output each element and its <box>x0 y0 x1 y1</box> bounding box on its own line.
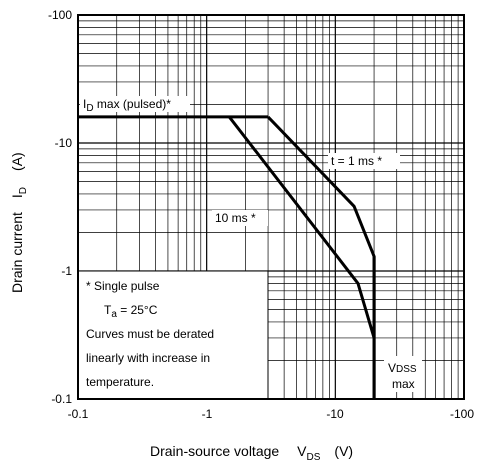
y-tick-label: -1 <box>61 264 72 278</box>
note-line-2: linearly with increase in <box>86 351 210 365</box>
x-tick-label: -10 <box>326 407 344 421</box>
vdss-label: VDSS <box>388 361 417 375</box>
t1ms-label: t = 1 ms * <box>331 154 382 168</box>
y-tick-labels: -100 -10 -1 -0.1 <box>48 8 72 406</box>
note-ta: Ta = 25°C <box>104 303 158 320</box>
t10ms-label: 10 ms * <box>215 211 256 225</box>
id-max-label: ID max (pulsed)* <box>83 97 171 114</box>
plot-frame <box>77 14 465 400</box>
notes-box <box>77 270 269 400</box>
id-max-label-group: ID max (pulsed)* <box>80 96 190 114</box>
y-tick-label: -0.1 <box>51 392 72 406</box>
x-axis-title: Drain-source voltage VDS (V) <box>150 443 353 463</box>
note-line-3: temperature. <box>86 375 154 389</box>
t10ms-label-group: 10 ms * <box>212 210 268 226</box>
t1ms-label-group: t = 1 ms * <box>328 153 400 169</box>
vdss-max-label: max <box>392 377 415 391</box>
x-tick-label: -100 <box>450 407 474 421</box>
series-group <box>78 115 376 399</box>
y-tick-label: -100 <box>48 8 72 22</box>
note-single-pulse: * Single pulse <box>86 279 160 293</box>
y-axis-title: Drain currentID(A) <box>9 152 29 293</box>
notes: * Single pulse Ta = 25°C Curves must be … <box>86 279 214 389</box>
log-grid <box>78 15 464 399</box>
x-tick-label: -1 <box>202 407 213 421</box>
y-tick-label: -10 <box>55 136 73 150</box>
note-line-1: Curves must be derated <box>86 327 214 341</box>
x-tick-labels: -0.1 -1 -10 -100 <box>68 407 475 421</box>
series-line-2 <box>228 115 376 339</box>
vdss-label-group: VDSS max <box>384 356 422 392</box>
x-tick-label: -0.1 <box>68 407 89 421</box>
